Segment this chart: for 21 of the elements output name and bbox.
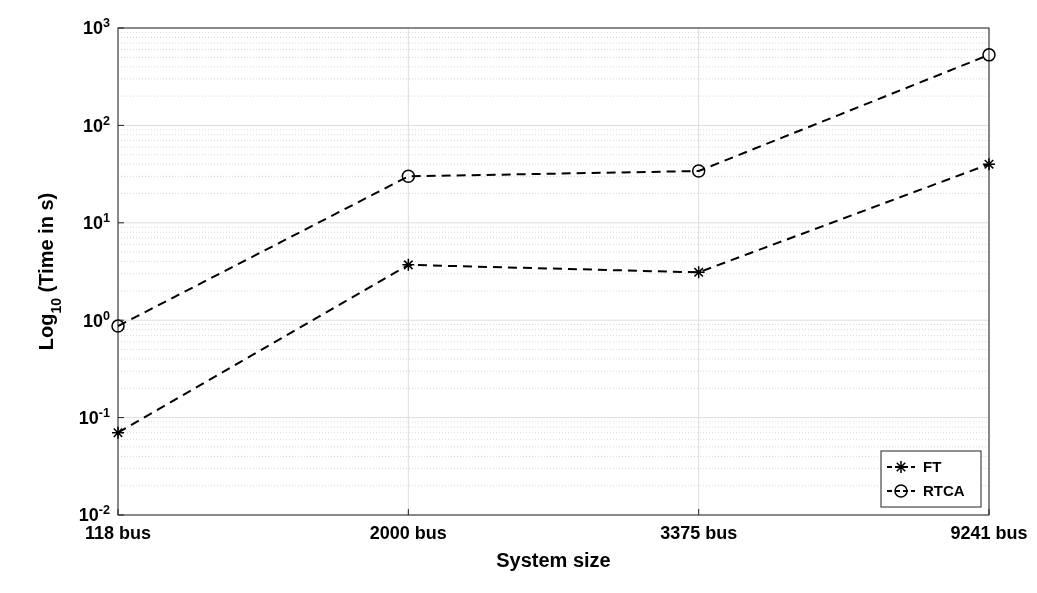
point [111, 425, 125, 440]
legend-label: FT [923, 458, 942, 476]
point [401, 169, 416, 184]
x-tick-label: 3375 bus [660, 523, 738, 543]
y-tick-label: 10$^{-1}$ [78, 405, 110, 428]
point [982, 48, 996, 62]
y-tick-label: 10$^{0}$ [82, 308, 110, 331]
y-tick-label: 10$^{3}$ [82, 16, 110, 39]
x-tick-label: 9241 bus [950, 523, 1028, 543]
legend-label: RTCA [923, 482, 965, 500]
point [691, 164, 706, 178]
point [982, 157, 996, 171]
point [111, 319, 125, 333]
point [401, 258, 416, 272]
x-tick-label: 2000 bus [369, 523, 447, 543]
point [691, 265, 706, 280]
y-tick-label: 10$^{1}$ [82, 211, 110, 234]
y-tick-label: 10$^{-2}$ [78, 503, 110, 526]
x-axis-title: System size [496, 549, 611, 571]
y-tick-label: 10$^{2}$ [82, 113, 110, 136]
x-tick-label: 118 bus [84, 523, 152, 543]
